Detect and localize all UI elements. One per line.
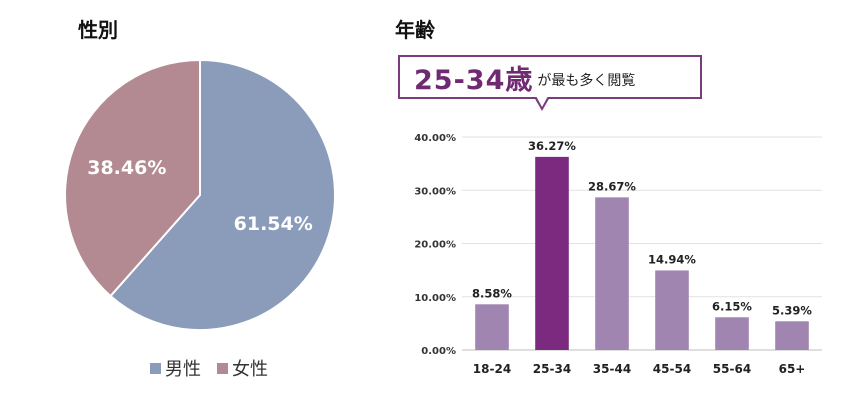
y-tick-label-2: 20.00% — [414, 240, 456, 251]
bar-65+ — [775, 321, 809, 350]
legend-label-male: 男性 — [165, 359, 201, 380]
callout-text: が最も多く閲覧 — [537, 73, 636, 89]
bar-35-44 — [595, 197, 629, 350]
bar-55-64 — [715, 317, 749, 350]
y-tick-label-1: 10.00% — [414, 293, 456, 304]
callout-highlight: 25-34歳 — [414, 64, 534, 96]
bar-value-label-1: 36.27% — [528, 139, 576, 153]
x-tick-label-4: 55-64 — [713, 362, 751, 376]
pie-legend: 男性 女性 — [150, 355, 268, 381]
bar-value-label-0: 8.58% — [472, 286, 512, 300]
bar-18-24 — [475, 304, 509, 350]
legend-swatch-male — [150, 362, 161, 374]
bar-value-label-3: 14.94% — [648, 252, 696, 266]
bar-25-34 — [535, 156, 569, 350]
pie-slice-0 — [109, 58, 336, 331]
pie-slice-1 — [64, 58, 201, 298]
y-tick-label-0: 0.00% — [421, 346, 456, 357]
y-tick-label-4: 40.00% — [414, 133, 456, 144]
x-tick-label-5: 65+ — [779, 362, 806, 376]
x-tick-label-2: 35-44 — [593, 362, 631, 376]
pie-label-0: 61.54% — [234, 213, 313, 235]
x-tick-label-3: 45-54 — [653, 362, 691, 376]
bar-chart-title: 年齢 — [395, 18, 435, 42]
legend-item-male: 男性 — [150, 355, 201, 381]
legend-swatch-female — [217, 362, 228, 374]
legend-label-female: 女性 — [232, 359, 268, 380]
bar-value-label-2: 28.67% — [588, 179, 636, 193]
y-tick-label-3: 30.00% — [414, 186, 456, 197]
legend-item-female: 女性 — [217, 355, 268, 381]
bar-value-label-5: 5.39% — [772, 303, 812, 317]
pie-label-1: 38.46% — [87, 157, 166, 179]
x-tick-label-0: 18-24 — [473, 362, 511, 376]
bar-value-label-4: 6.15% — [712, 299, 752, 313]
callout-pointer-inner — [536, 96, 548, 107]
x-tick-label-1: 25-34 — [533, 362, 571, 376]
bar-45-54 — [655, 270, 689, 350]
pie-chart-title: 性別 — [78, 18, 118, 42]
highlight-callout: 25-34歳 が最も多く閲覧 — [398, 55, 702, 99]
